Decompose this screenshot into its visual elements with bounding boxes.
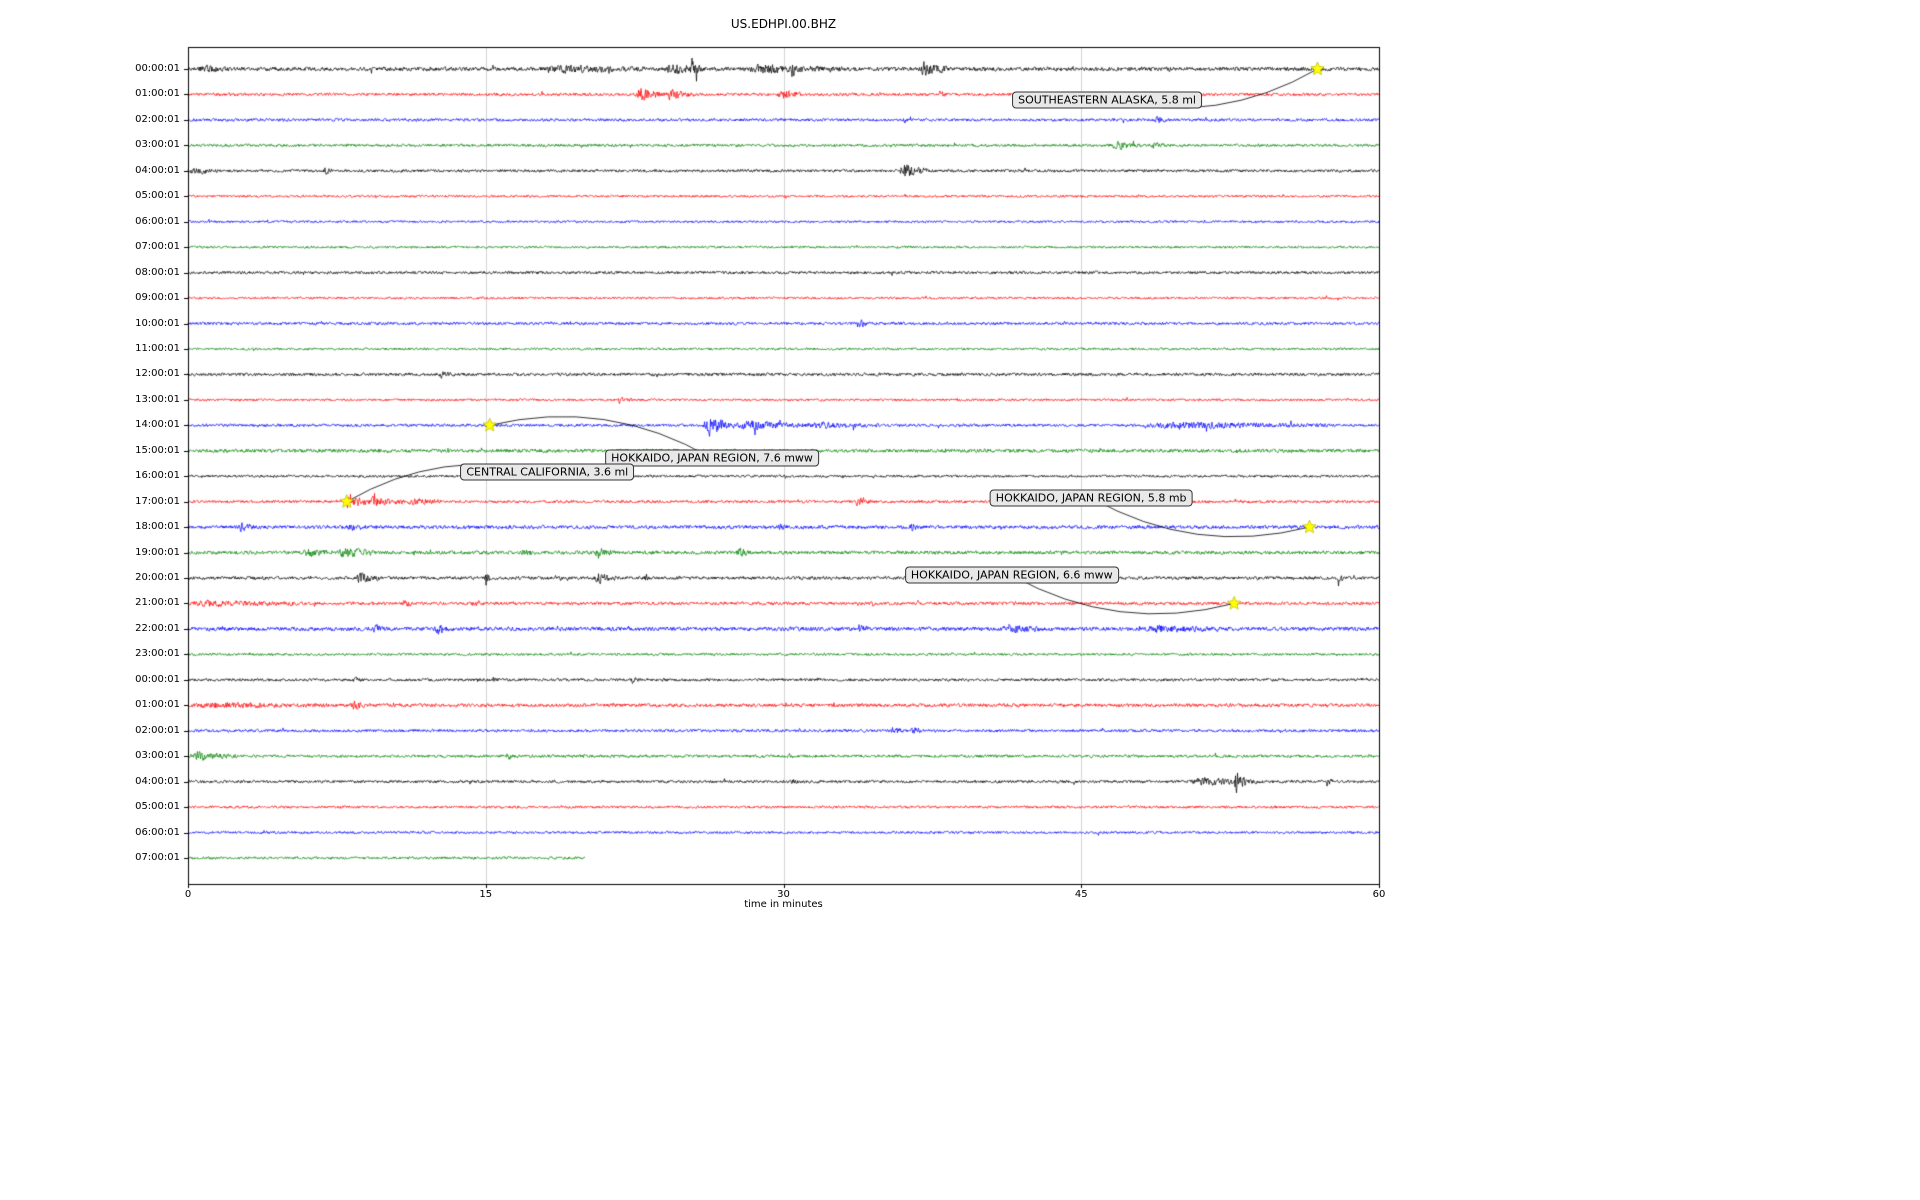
trace-label: 00:00:01 xyxy=(135,63,180,74)
trace-label: 14:00:01 xyxy=(135,419,180,431)
trace-label: 05:00:01 xyxy=(135,801,180,813)
trace-label: 05:00:01 xyxy=(135,190,180,202)
trace-label: 21:00:01 xyxy=(135,597,180,609)
x-tick-label: 30 xyxy=(777,889,790,900)
trace-label: 19:00:01 xyxy=(135,546,180,558)
trace-label: 10:00:01 xyxy=(135,317,180,329)
trace-label: 07:00:01 xyxy=(135,241,180,253)
chart-title: US.EDHPI.00.BHZ xyxy=(730,17,837,31)
x-tick-label: 0 xyxy=(184,889,192,900)
event-annotation-label: CENTRAL CALIFORNIA, 3.6 ml xyxy=(460,463,635,481)
event-annotation-label: HOKKAIDO, JAPAN REGION, 5.8 mb xyxy=(989,489,1193,507)
trace-label: 00:00:01 xyxy=(135,673,180,685)
trace-label: 11:00:01 xyxy=(135,342,180,354)
x-axis-label: time in minutes xyxy=(744,899,823,910)
x-tick-label: 15 xyxy=(479,889,493,900)
trace-label: 02:00:01 xyxy=(135,724,180,736)
trace-label: 03:00:01 xyxy=(135,139,180,151)
trace-label: 01:00:01 xyxy=(135,699,180,711)
trace-label: 15:00:01 xyxy=(135,444,180,456)
trace-label: 06:00:01 xyxy=(135,826,180,838)
trace-label: 09:00:01 xyxy=(135,292,180,304)
trace-label: 08:00:01 xyxy=(135,266,180,278)
trace-label: 13:00:01 xyxy=(135,393,180,405)
x-tick-label: 45 xyxy=(1074,889,1088,900)
trace-label: 22:00:01 xyxy=(135,622,180,634)
trace-label: 03:00:01 xyxy=(135,750,180,762)
trace-label: 23:00:01 xyxy=(135,648,180,660)
trace-label: 18:00:01 xyxy=(135,521,180,533)
trace-label: 07:00:01 xyxy=(135,851,180,863)
trace-label: 02:00:01 xyxy=(135,113,180,125)
trace-label: 17:00:01 xyxy=(135,495,180,507)
trace-label: 04:00:01 xyxy=(135,164,180,176)
trace-label: 16:00:01 xyxy=(135,470,180,482)
trace-label: 04:00:01 xyxy=(135,775,180,787)
trace-label: 12:00:01 xyxy=(135,368,180,380)
event-annotation-label: SOUTHEASTERN ALASKA, 5.8 ml xyxy=(1012,91,1202,109)
trace-label: 01:00:01 xyxy=(135,88,180,100)
trace-label: 06:00:01 xyxy=(135,215,180,227)
event-annotation-label: HOKKAIDO, JAPAN REGION, 7.6 mww xyxy=(605,449,819,467)
event-annotation-label: HOKKAIDO, JAPAN REGION, 6.6 mww xyxy=(904,566,1119,584)
x-tick-label: 60 xyxy=(1372,889,1386,900)
trace-label: 20:00:01 xyxy=(135,572,180,583)
